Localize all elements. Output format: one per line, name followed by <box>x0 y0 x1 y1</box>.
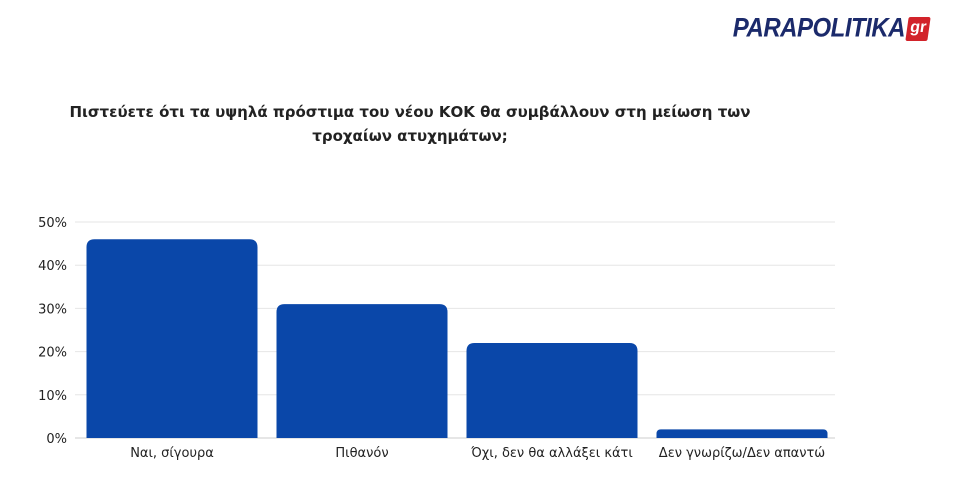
x-category-label: Πιθανόν <box>335 446 388 461</box>
x-category-label: Όχι, δεν θα αλλάξει κάτι <box>470 446 633 461</box>
x-axis-labels: Ναι, σίγουρα Πιθανόν Όχι, δεν θα αλλάξει κ… <box>130 446 825 461</box>
chart-title: Πιστεύετε ότι τα υψηλά πρόστιμα του νέου… <box>69 103 751 145</box>
y-tick-label: 50% <box>38 216 67 231</box>
bar <box>86 239 258 438</box>
x-category-label: Δεν γνωρίζω/Δεν απαντώ <box>659 446 825 461</box>
y-tick-label: 20% <box>38 346 67 361</box>
y-tick-label: 30% <box>38 302 67 317</box>
brand-logo-text: PARAPOLITIKA <box>732 13 906 44</box>
chart-bars <box>86 239 828 438</box>
y-tick-label: 40% <box>38 259 67 274</box>
y-tick-label: 0% <box>46 432 67 447</box>
y-axis-ticks: 0% 10% 20% 30% 40% 50% <box>38 216 67 447</box>
bar <box>466 342 638 438</box>
bar <box>276 304 448 438</box>
x-category-label: Ναι, σίγουρα <box>130 446 214 461</box>
bar <box>656 429 828 438</box>
brand-logo: PARAPOLITIKA gr <box>732 13 931 44</box>
y-tick-label: 10% <box>38 389 67 404</box>
